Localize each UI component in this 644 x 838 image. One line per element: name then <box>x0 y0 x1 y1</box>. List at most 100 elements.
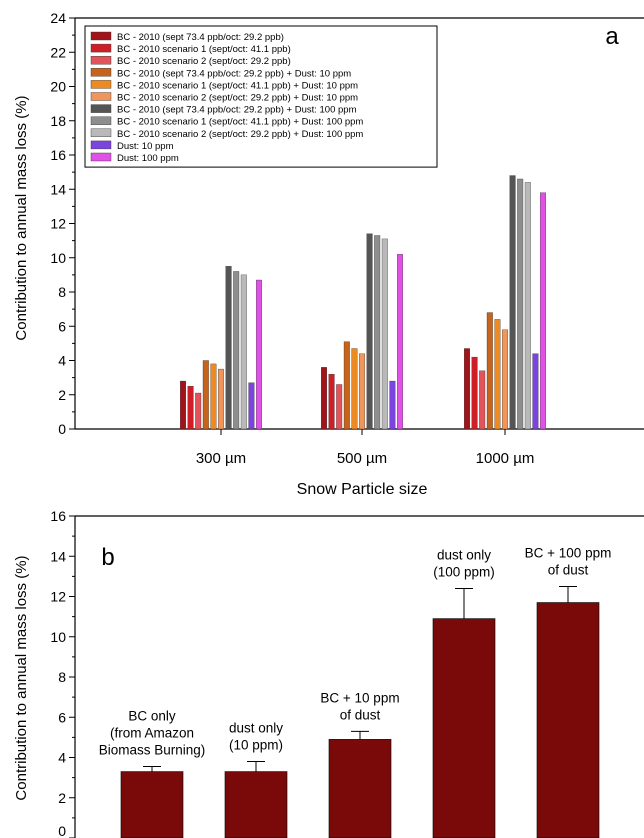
bar <box>374 235 381 430</box>
legend-swatch <box>90 68 112 77</box>
bar-label: BC + 100 ppm of dust <box>525 545 612 577</box>
bar <box>536 602 600 838</box>
bar <box>187 386 194 430</box>
axes: 0 2 4 6 8 10 12 14 16 <box>50 508 644 838</box>
y-tick-label: 14 <box>50 548 66 564</box>
y-tick-label: 20 <box>50 79 66 95</box>
bar-label: BC + 10 ppm of dust <box>320 690 399 722</box>
bars: BC only (from Amazon Biomass Burning) dust … <box>99 545 612 838</box>
x-axis-label: Snow Particle size <box>297 481 428 498</box>
bar <box>218 368 224 430</box>
y-tick-label: 10 <box>50 629 66 645</box>
bar <box>328 374 335 430</box>
y-tick-label: 8 <box>58 284 66 300</box>
bar <box>532 353 539 430</box>
y-tick-label: 4 <box>58 750 66 766</box>
bar-label: dust only (10 ppm) <box>229 721 283 753</box>
legend: BC - 2010 (sept 73.4 ppb/oct: 29.2 ppb)B… <box>84 25 438 168</box>
legend-swatch <box>90 56 112 65</box>
y-tick-label: 12 <box>50 589 66 605</box>
bar <box>256 279 262 430</box>
panel-label: b <box>101 544 114 571</box>
y-tick-label: 4 <box>58 353 66 369</box>
panel-b: Contribution to annual mass loss (%) b 0… <box>13 508 644 838</box>
y-tick-label: 24 <box>50 10 66 26</box>
y-tick-label: 0 <box>58 823 66 838</box>
legend-swatch <box>90 92 112 101</box>
bar <box>225 266 232 430</box>
bar <box>366 233 373 430</box>
legend-label: BC - 2010 (sept 73.4 ppb/oct: 29.2 ppb) … <box>117 105 357 116</box>
bar <box>479 370 486 430</box>
bar <box>328 739 392 838</box>
legend-swatch <box>90 116 112 125</box>
y-tick-label: 16 <box>50 147 66 163</box>
bar <box>486 312 493 430</box>
y-tick-label: 2 <box>58 790 66 806</box>
y-tick-label: 10 <box>50 250 66 266</box>
y-tick-label: 14 <box>50 181 66 197</box>
bar <box>381 238 388 430</box>
bar <box>471 356 478 430</box>
legend-swatch <box>90 140 112 150</box>
bar <box>195 392 202 430</box>
bar <box>389 380 396 430</box>
legend-label: BC - 2010 (sept 73.4 ppb/oct: 29.2 ppb) <box>117 32 284 43</box>
x-tick-label: 1000 µm <box>476 450 535 467</box>
panel-label: a <box>605 23 619 50</box>
legend-swatch <box>90 43 112 53</box>
bar <box>432 618 496 838</box>
panel-a: Contribution to annual mass loss (%) Sno… <box>13 10 644 498</box>
legend-label: BC - 2010 scenario 2 (sept/oct: 29.2 ppb… <box>117 129 363 140</box>
legend-label: BC - 2010 scenario 1 (sept/oct: 41.1 ppb… <box>117 117 363 128</box>
bar <box>120 771 184 838</box>
bar <box>397 254 403 430</box>
legend-box <box>84 25 438 168</box>
y-tick-label: 6 <box>58 318 66 334</box>
y-tick-label: 22 <box>50 44 66 60</box>
bar <box>524 182 531 430</box>
legend-swatch <box>90 80 112 89</box>
bar <box>240 274 247 430</box>
y-tick-label: 18 <box>50 113 66 129</box>
legend-swatch <box>90 128 112 138</box>
legend-label: Dust: 100 ppm <box>117 153 179 164</box>
legend-label: BC - 2010 scenario 1 (sept/oct: 41.1 ppb… <box>117 44 291 55</box>
legend-swatch <box>90 104 112 113</box>
bar <box>343 341 350 430</box>
x-tick-label: 500 µm <box>337 450 387 467</box>
bar <box>502 329 508 430</box>
legend-label: BC - 2010 scenario 2 (sept/oct: 29.2 ppb… <box>117 93 358 104</box>
y-tick-label: 6 <box>58 709 66 725</box>
bar <box>248 382 255 430</box>
bar-label: BC only (from Amazon Biomass Burning) <box>99 709 206 758</box>
legend-label: BC - 2010 scenario 2 (sept/oct: 29.2 ppb… <box>117 56 291 67</box>
y-tick-label: 2 <box>58 387 66 403</box>
bar <box>180 380 186 430</box>
bar <box>359 353 365 430</box>
bar <box>517 178 524 430</box>
bar <box>233 271 240 430</box>
bar <box>210 363 217 430</box>
bar <box>509 175 516 430</box>
bar <box>224 771 288 838</box>
bars <box>180 175 546 430</box>
bar <box>494 319 501 430</box>
bar <box>540 192 546 430</box>
y-tick-label: 16 <box>50 508 66 524</box>
y-axis-label: Contribution to annual mass loss (%) <box>13 555 30 800</box>
y-tick-label: 0 <box>58 421 66 437</box>
legend-label: BC - 2010 (sept 73.4 ppb/oct: 29.2 ppb) … <box>117 68 351 79</box>
y-tick-label: 8 <box>58 669 66 685</box>
legend-swatch <box>90 152 112 162</box>
legend-label: Dust: 10 ppm <box>117 141 174 152</box>
legend-label: BC - 2010 scenario 1 (sept/oct: 41.1 ppb… <box>117 80 358 91</box>
legend-swatch <box>90 31 112 41</box>
bar <box>464 348 470 430</box>
y-tick-label: 12 <box>50 216 66 232</box>
bar <box>202 360 209 430</box>
bar-label: dust only (100 ppm) <box>433 547 495 579</box>
y-axis-label: Contribution to annual mass loss (%) <box>13 95 30 340</box>
bar <box>321 367 327 430</box>
